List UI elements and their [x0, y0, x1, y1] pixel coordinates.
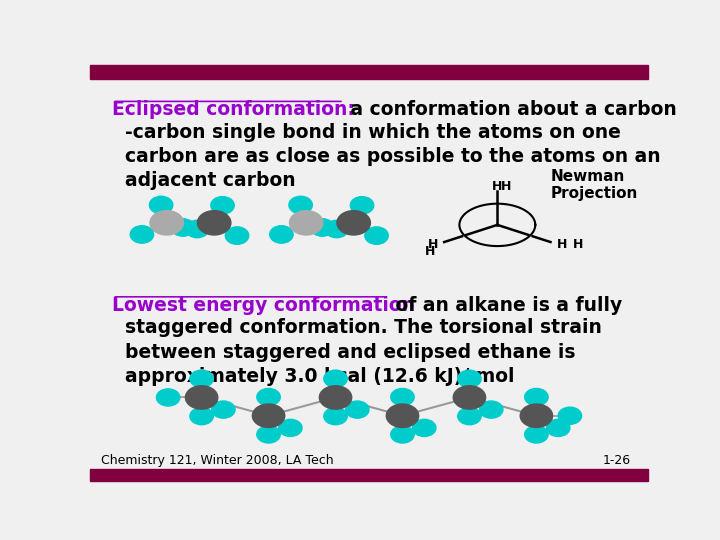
- Ellipse shape: [365, 227, 388, 244]
- Bar: [90, 469, 648, 481]
- Ellipse shape: [279, 420, 302, 436]
- Text: adjacent carbon: adjacent carbon: [112, 171, 296, 190]
- Ellipse shape: [190, 408, 213, 425]
- Text: between staggered and eclipsed ethane is: between staggered and eclipsed ethane is: [112, 342, 576, 362]
- Text: Eclipsed conformation:: Eclipsed conformation:: [112, 100, 355, 119]
- Ellipse shape: [197, 211, 231, 235]
- Text: staggered conformation. The torsional strain: staggered conformation. The torsional st…: [112, 319, 602, 338]
- Ellipse shape: [413, 420, 436, 436]
- Ellipse shape: [525, 388, 548, 406]
- Text: H: H: [557, 238, 567, 251]
- Ellipse shape: [149, 196, 173, 214]
- Ellipse shape: [225, 227, 248, 244]
- Ellipse shape: [458, 408, 481, 425]
- Bar: [90, 65, 648, 79]
- Ellipse shape: [211, 197, 234, 214]
- Text: H: H: [572, 238, 582, 252]
- Ellipse shape: [346, 401, 369, 418]
- Ellipse shape: [558, 407, 582, 424]
- Text: Chemistry 121, Winter 2008, LA Tech: Chemistry 121, Winter 2008, LA Tech: [101, 454, 334, 467]
- Text: carbon are as close as possible to the atoms on an: carbon are as close as possible to the a…: [112, 147, 661, 166]
- Text: H: H: [492, 180, 503, 193]
- Text: a conformation about a carbon: a conformation about a carbon: [344, 100, 677, 119]
- Ellipse shape: [253, 404, 284, 428]
- Text: H: H: [501, 180, 511, 193]
- Ellipse shape: [324, 408, 347, 425]
- Ellipse shape: [337, 211, 370, 235]
- Ellipse shape: [324, 370, 347, 387]
- Ellipse shape: [521, 404, 552, 428]
- Ellipse shape: [270, 226, 293, 243]
- Ellipse shape: [320, 386, 351, 409]
- Ellipse shape: [130, 226, 153, 243]
- Text: H: H: [425, 245, 435, 258]
- Ellipse shape: [190, 370, 213, 387]
- Ellipse shape: [156, 389, 180, 406]
- Ellipse shape: [310, 219, 334, 236]
- Ellipse shape: [257, 426, 280, 443]
- Text: H: H: [428, 238, 438, 251]
- Ellipse shape: [525, 426, 548, 443]
- Ellipse shape: [289, 196, 312, 214]
- Ellipse shape: [186, 220, 209, 238]
- Text: approximately 3.0 kcal (12.6 kJ)/ mol: approximately 3.0 kcal (12.6 kJ)/ mol: [112, 367, 515, 386]
- Text: of an alkane is a fully: of an alkane is a fully: [389, 295, 622, 315]
- Text: -carbon single bond in which the atoms on one: -carbon single bond in which the atoms o…: [112, 123, 621, 142]
- Ellipse shape: [387, 404, 418, 428]
- Ellipse shape: [351, 197, 374, 214]
- Ellipse shape: [150, 211, 184, 235]
- Ellipse shape: [186, 386, 217, 409]
- Ellipse shape: [480, 401, 503, 418]
- Ellipse shape: [289, 211, 323, 235]
- Ellipse shape: [212, 401, 235, 418]
- Ellipse shape: [391, 388, 414, 406]
- Ellipse shape: [454, 386, 485, 409]
- Ellipse shape: [458, 370, 481, 387]
- Ellipse shape: [171, 219, 194, 236]
- Ellipse shape: [546, 420, 570, 436]
- Ellipse shape: [391, 426, 414, 443]
- Ellipse shape: [257, 388, 280, 406]
- Text: Newman
Projection: Newman Projection: [550, 168, 638, 201]
- Text: 1-26: 1-26: [603, 454, 631, 467]
- Ellipse shape: [325, 220, 348, 238]
- Text: Lowest energy conformation: Lowest energy conformation: [112, 295, 415, 315]
